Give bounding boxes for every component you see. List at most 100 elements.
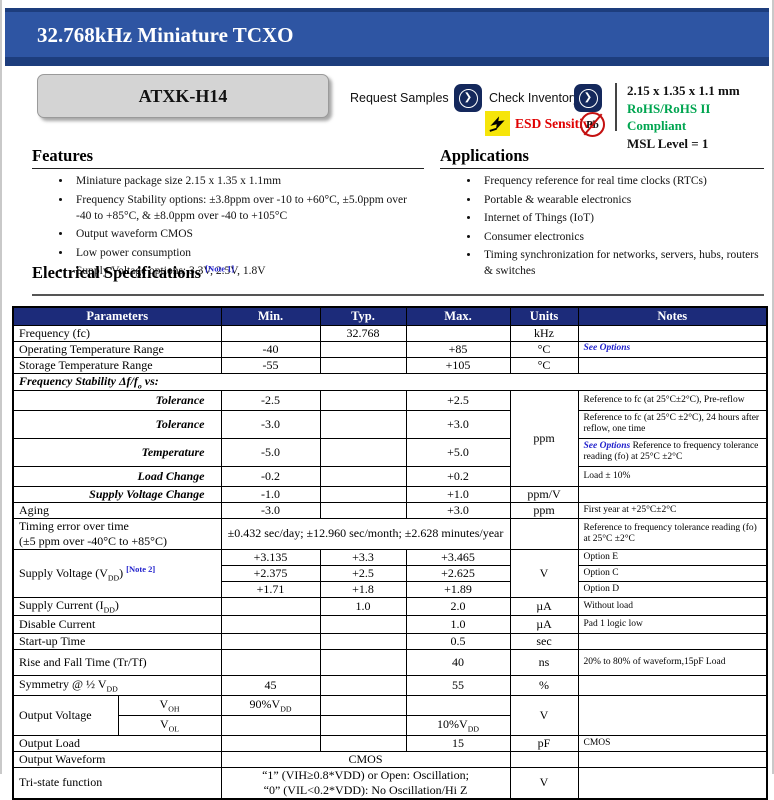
table-cell: V	[509, 766, 579, 800]
table-cell: 55	[405, 674, 511, 696]
table-cell: ppm	[509, 389, 579, 487]
note-link[interactable]: [Note 2]	[126, 564, 156, 575]
table-cell	[319, 437, 407, 467]
table-cell: ppm	[509, 501, 579, 519]
table-cell	[220, 324, 321, 342]
table-cell	[319, 465, 407, 487]
electrical-specs-title: Electrical Specifications	[32, 263, 202, 282]
table-cell: VOL	[117, 714, 222, 736]
table-cell	[220, 648, 321, 676]
table-cell: Supply Voltage (VDD) [Note 2]	[12, 548, 222, 598]
table-row: +2.375 +2.5 +2.625 Option C	[13, 564, 768, 582]
table-cell: Storage Temperature Range	[12, 356, 222, 374]
column-header: Typ.	[319, 306, 407, 326]
table-cell: Output Voltage	[12, 694, 119, 736]
table-cell	[319, 389, 407, 411]
table-cell	[319, 501, 407, 519]
table-row: Disable Current 1.0 µA Pad 1 logic low	[12, 614, 768, 634]
table-cell: Timing error over time (±5 ppm over -40°C…	[12, 517, 222, 550]
applications-heading: Applications	[440, 146, 764, 169]
table-cell: Frequency (fc)	[12, 324, 222, 342]
table-cell: See Options Reference to frequency toler…	[577, 437, 768, 467]
table-cell	[405, 694, 511, 716]
feature-item: Frequency Stability options: ±3.8ppm ove…	[72, 192, 424, 224]
check-inventory-button[interactable]: ❯	[574, 84, 602, 112]
table-row: Tri-state function “1” (VIH≥0.8*VDD) or O…	[12, 766, 768, 800]
table-cell: 45	[220, 674, 321, 696]
model-label: ATXK-H14	[138, 85, 228, 106]
table-cell: Temperature	[12, 437, 222, 467]
table-cell	[319, 734, 407, 752]
table-cell: Reference to fc (at 25°C ±2°C), 24 hours…	[577, 409, 768, 439]
table-cell: Symmetry @ ½ VDD	[12, 674, 222, 696]
table-cell: 2.0	[405, 596, 511, 616]
note1-link[interactable]: [Note 1]	[205, 263, 235, 274]
table-cell: Option C	[577, 564, 768, 582]
table-cell	[405, 324, 511, 342]
table-cell: 32.768	[319, 324, 407, 342]
table-cell: +2.5	[319, 564, 407, 582]
applications-section: Applications Frequency reference for rea…	[440, 146, 764, 282]
table-cell: Option E	[577, 548, 768, 566]
table-cell: +3.3	[319, 548, 407, 566]
table-cell	[319, 694, 407, 716]
table-row: Output Load 15 pF CMOS	[12, 734, 768, 752]
table-cell: µA	[509, 614, 579, 634]
table-cell	[319, 674, 407, 696]
request-samples-button[interactable]: ❯	[454, 84, 482, 112]
application-item: Consumer electronics	[480, 229, 764, 245]
table-cell	[319, 714, 407, 736]
table-cell	[577, 674, 768, 696]
see-options-link[interactable]: See Options	[583, 441, 631, 451]
table-row: Tolerance -3.0 +3.0 Reference to fc (at 25°…	[12, 409, 768, 439]
table-cell: +1.71	[220, 580, 321, 598]
feature-item: Low power consumption	[72, 245, 424, 261]
table-row: Supply Voltage Change -1.0 +1.0 ppm/V	[12, 485, 768, 503]
table-cell: +105	[405, 356, 511, 374]
table-cell: V	[509, 548, 579, 598]
table-row: Timing error over time (±5 ppm over -40°C…	[12, 517, 768, 550]
table-cell: +0.2	[405, 465, 511, 487]
esd-sensitive-label: ESD Sensitive	[515, 116, 596, 131]
table-row: Operating Temperature Range -40 +85 °C See O…	[12, 340, 768, 358]
table-cell: -2.5	[220, 389, 321, 411]
table-cell	[509, 517, 579, 550]
pb-free-icon: Pb	[580, 112, 605, 137]
table-cell: -5.0	[220, 437, 321, 467]
column-header: Max.	[405, 306, 511, 326]
table-cell	[220, 714, 321, 736]
table-cell: First year at +25°C±2°C	[577, 501, 768, 519]
table-cell: 90%VDD	[220, 694, 321, 716]
table-cell: Output Load	[12, 734, 222, 752]
table-cell: +1.8	[319, 580, 407, 598]
table-cell: CMOS	[577, 734, 768, 752]
table-cell	[577, 750, 768, 768]
feature-item: Miniature package size 2.15 x 1.35 x 1.1…	[72, 173, 424, 189]
table-row: Temperature -5.0 +5.0 See Options Reference…	[12, 437, 768, 467]
table-cell: sec	[509, 632, 579, 650]
table-row: Tolerance -2.5 +2.5 ppm Reference to fc (at …	[12, 389, 768, 487]
chevron-glyph: ❯	[463, 92, 473, 103]
table-row: Load Change -0.2 +0.2 Load ± 10%	[12, 465, 768, 487]
table-cell: µA	[509, 596, 579, 616]
column-header: Notes	[577, 306, 768, 326]
table-cell	[577, 356, 768, 374]
request-samples-link[interactable]: Request Samples	[350, 91, 449, 105]
table-row: Output Waveform CMOS	[12, 750, 768, 768]
esd-icon	[485, 111, 510, 136]
table-cell: Frequency Stability Δf/fo vs:	[12, 372, 768, 391]
table-cell: Load ± 10%	[577, 465, 768, 487]
check-inventory-link[interactable]: Check Inventory	[489, 91, 580, 105]
table-cell: +2.625	[405, 564, 511, 582]
features-list: Miniature package size 2.15 x 1.35 x 1.1…	[32, 173, 424, 280]
table-cell: °C	[509, 340, 579, 358]
see-options-link[interactable]: See Options	[583, 343, 631, 354]
table-cell: Tolerance	[12, 389, 222, 411]
table-cell	[509, 750, 579, 768]
table-cell: Without load	[577, 596, 768, 616]
table-cell	[319, 614, 407, 634]
package-dimensions: 2.15 x 1.35 x 1.1 mm	[627, 83, 740, 98]
table-cell: 15	[405, 734, 511, 752]
arrow-right-icon: ❯	[458, 88, 478, 108]
rohs-compliance: RoHS/RoHS II Compliant	[627, 100, 711, 134]
